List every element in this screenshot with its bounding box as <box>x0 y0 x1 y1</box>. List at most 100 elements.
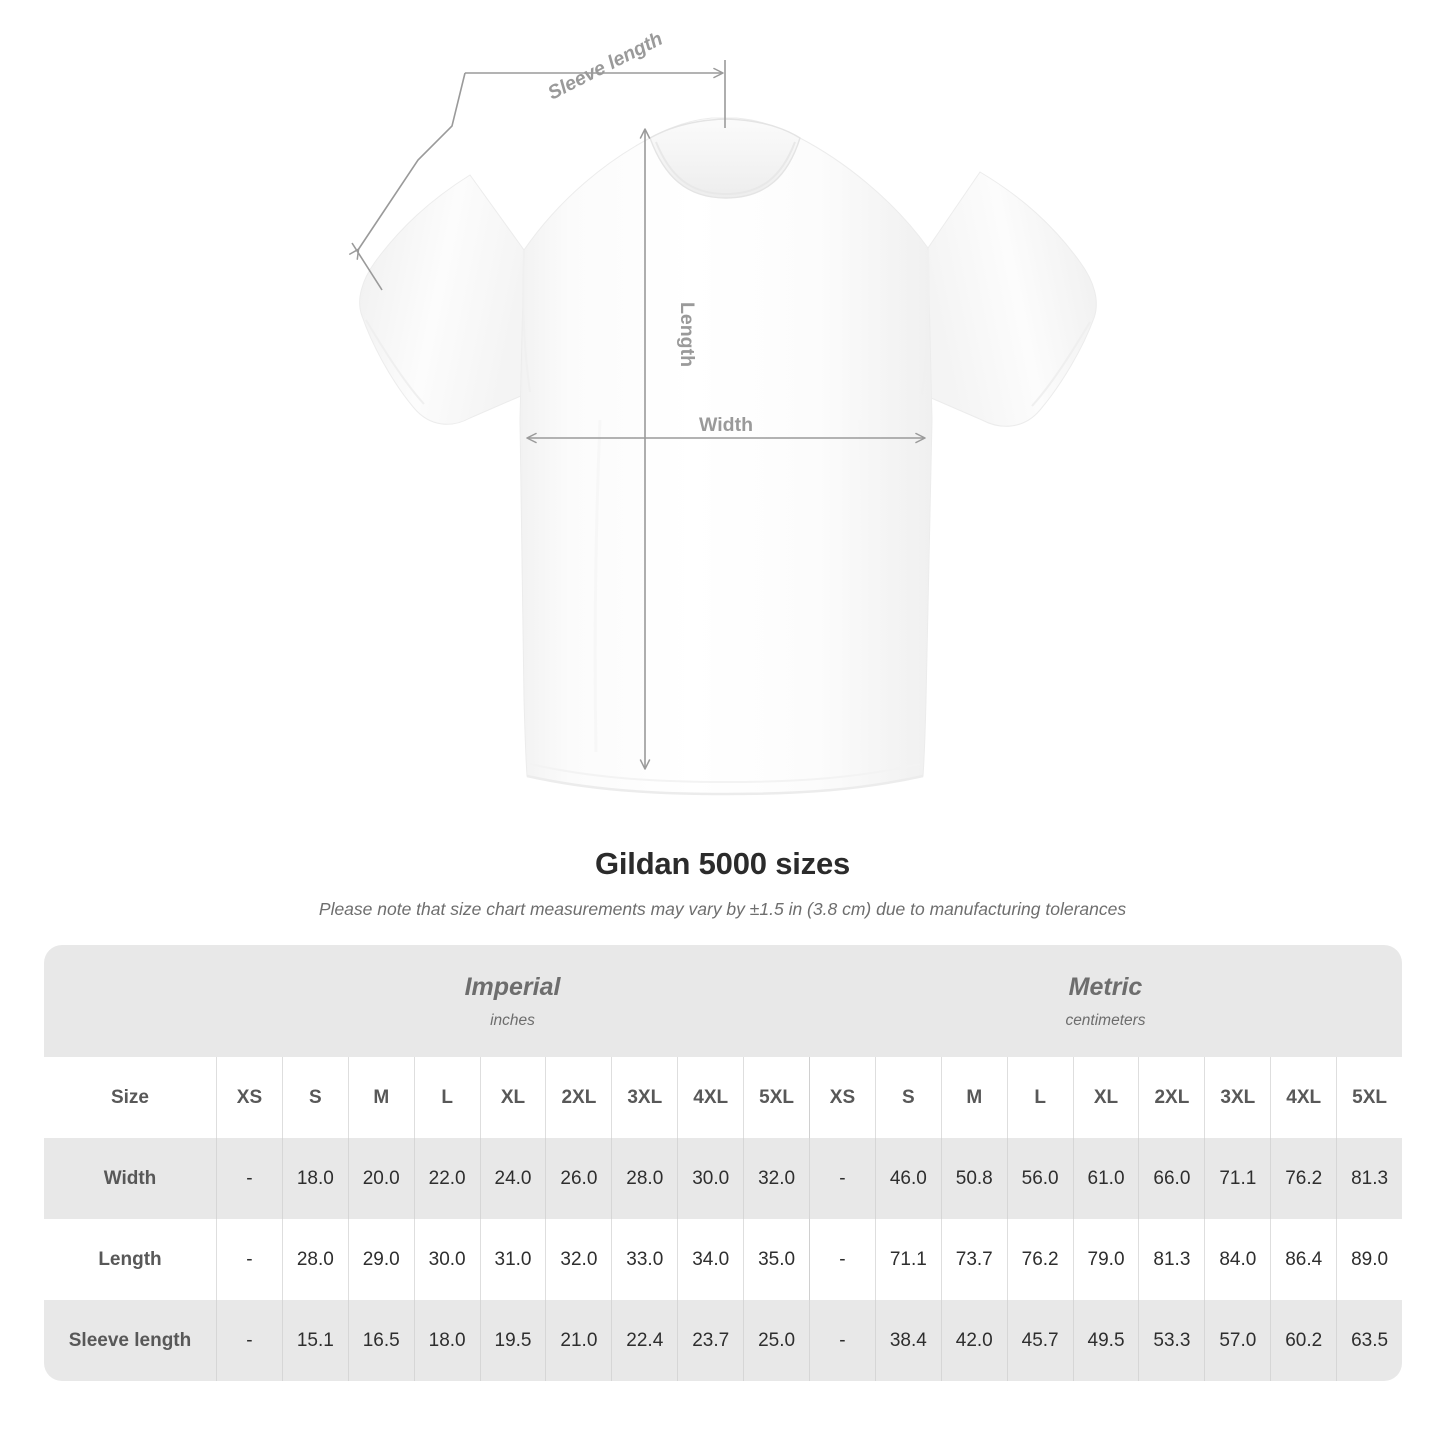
table-cell: 81.3 <box>1138 1219 1204 1300</box>
table-cell: 66.0 <box>1138 1138 1204 1219</box>
fabric-fold-left <box>593 419 602 753</box>
table-cell: 76.2 <box>1006 1219 1073 1300</box>
table-cell: 32.0 <box>743 1138 809 1219</box>
sleeve-length-diagonal-arrow <box>349 72 466 260</box>
sleeve-hem-tick <box>351 242 383 291</box>
table-cell: 24.0 <box>479 1138 546 1219</box>
table-cell: 21.0 <box>545 1300 611 1381</box>
tolerance-note: Please note that size chart measurements… <box>318 899 1127 919</box>
length-label: Length <box>676 302 698 367</box>
fabric-fold-right <box>858 419 866 753</box>
table-cell: 49.5 <box>1072 1300 1139 1381</box>
size-header-cell: 5XL <box>1336 1057 1402 1138</box>
size-header-cell: 5XL <box>743 1057 809 1138</box>
table-cell: 61.0 <box>1072 1138 1139 1219</box>
size-header-label: Size <box>110 1086 150 1108</box>
bottom-hem-stitch <box>529 763 921 784</box>
table-cell: - <box>216 1138 282 1219</box>
sleeve-length-label: Sleeve length <box>544 28 666 105</box>
unit-header-row: Imperial inches Metric centimeters <box>44 945 1402 1057</box>
unit-sub-metric: centimeters <box>1065 1011 1146 1029</box>
width-label: Width <box>699 414 753 436</box>
annotation-labels-upright: Length Width <box>676 302 753 436</box>
page-title: Gildan 5000 sizes <box>594 846 851 881</box>
row-label: Width <box>103 1167 157 1189</box>
table-cell: 16.5 <box>347 1300 414 1381</box>
collar <box>649 118 801 199</box>
left-sleeve <box>359 174 531 425</box>
size-header-cell: 2XL <box>1138 1057 1204 1138</box>
left-sleeve-hem <box>365 319 425 405</box>
size-chart-table: Imperial inches Metric centimeters Size X… <box>44 945 1402 1381</box>
size-header-cell: L <box>1006 1057 1073 1138</box>
size-table-body: Size XS S M L XL 2XL 3XL 4XL 5XL XS S M L XL 2XL 3XL 4XL 5… <box>44 1057 1402 1381</box>
bottom-hem <box>526 774 924 796</box>
table-cell: 81.3 <box>1336 1138 1402 1219</box>
table-cell: 57.0 <box>1204 1300 1270 1381</box>
table-cell: 38.4 <box>874 1300 941 1381</box>
table-row: Sleeve length -15.1 16.5 18.0 19.5 21.0 22.4 23… <box>44 1300 1402 1381</box>
table-cell: 15.1 <box>281 1300 348 1381</box>
unit-header-spacer <box>44 945 216 1057</box>
size-header-cell: 2XL <box>545 1057 611 1138</box>
table-cell: 34.0 <box>677 1219 743 1300</box>
table-cell: 79.0 <box>1072 1219 1139 1300</box>
table-cell: 18.0 <box>413 1300 480 1381</box>
unit-header-metric: Metric centimeters <box>809 945 1402 1057</box>
table-cell: 86.4 <box>1270 1219 1336 1300</box>
table-cell: 29.0 <box>347 1219 414 1300</box>
table-cell: 33.0 <box>611 1219 677 1300</box>
table-cell: 45.7 <box>1006 1300 1073 1381</box>
size-header-cell: 3XL <box>611 1057 677 1138</box>
table-cell: - <box>216 1300 282 1381</box>
table-cell: 23.7 <box>677 1300 743 1381</box>
size-header-cell: XS <box>809 1057 875 1138</box>
table-cell: 30.0 <box>677 1138 743 1219</box>
size-header-cell: L <box>413 1057 480 1138</box>
table-cell: 22.4 <box>611 1300 677 1381</box>
annotation-labels: Sleeve length <box>544 28 666 105</box>
table-cell: 28.0 <box>281 1219 348 1300</box>
table-cell: 18.0 <box>281 1138 348 1219</box>
right-sleeve-hem <box>1031 321 1091 407</box>
size-header-cell: XL <box>1072 1057 1139 1138</box>
table-cell: 50.8 <box>940 1138 1007 1219</box>
table-cell: 19.5 <box>479 1300 546 1381</box>
table-cell: 22.0 <box>413 1138 480 1219</box>
table-cell: 71.1 <box>874 1219 941 1300</box>
table-cell: 84.0 <box>1204 1219 1270 1300</box>
table-row: Length -28.0 29.0 30.0 31.0 32.0 33.0 34.0 35.0-… <box>44 1219 1402 1300</box>
table-cell: 76.2 <box>1270 1138 1336 1219</box>
size-header-cell: XS <box>216 1057 282 1138</box>
table-cell: 42.0 <box>940 1300 1007 1381</box>
table-cell: 60.2 <box>1270 1300 1336 1381</box>
table-cell: 46.0 <box>874 1138 941 1219</box>
measurement-annotations <box>349 60 926 770</box>
size-header-cell: M <box>347 1057 414 1138</box>
size-header-cell: 4XL <box>677 1057 743 1138</box>
tshirt-garment <box>359 117 1097 796</box>
table-cell: 53.3 <box>1138 1300 1204 1381</box>
row-label: Sleeve length <box>68 1329 192 1351</box>
table-cell: 32.0 <box>545 1219 611 1300</box>
tshirt-illustration: Sleeve length Length Width <box>349 28 1097 796</box>
title-block: Gildan 5000 sizes Please note that size … <box>0 845 1445 921</box>
unit-name-metric: Metric <box>1068 972 1143 1001</box>
table-cell: 71.1 <box>1204 1138 1270 1219</box>
collar-inner-seam <box>655 141 796 196</box>
table-cell: 20.0 <box>347 1138 414 1219</box>
size-header-cell: 4XL <box>1270 1057 1336 1138</box>
table-cell: - <box>216 1219 282 1300</box>
table-cell: 30.0 <box>413 1219 480 1300</box>
table-cell: 56.0 <box>1006 1138 1073 1219</box>
table-cell: 63.5 <box>1336 1300 1402 1381</box>
right-shoulder-seam <box>921 249 930 395</box>
right-sleeve <box>921 171 1097 427</box>
table-cell: 26.0 <box>545 1138 611 1219</box>
size-header-row: Size XS S M L XL 2XL 3XL 4XL 5XL XS S M L XL 2XL 3XL 4XL 5… <box>44 1057 1402 1138</box>
table-cell: 35.0 <box>743 1219 809 1300</box>
table-row: Width -18.0 20.0 22.0 24.0 26.0 28.0 30.0 32.0-4… <box>44 1138 1402 1219</box>
table-cell: 25.0 <box>743 1300 809 1381</box>
table-cell: 73.7 <box>940 1219 1007 1300</box>
